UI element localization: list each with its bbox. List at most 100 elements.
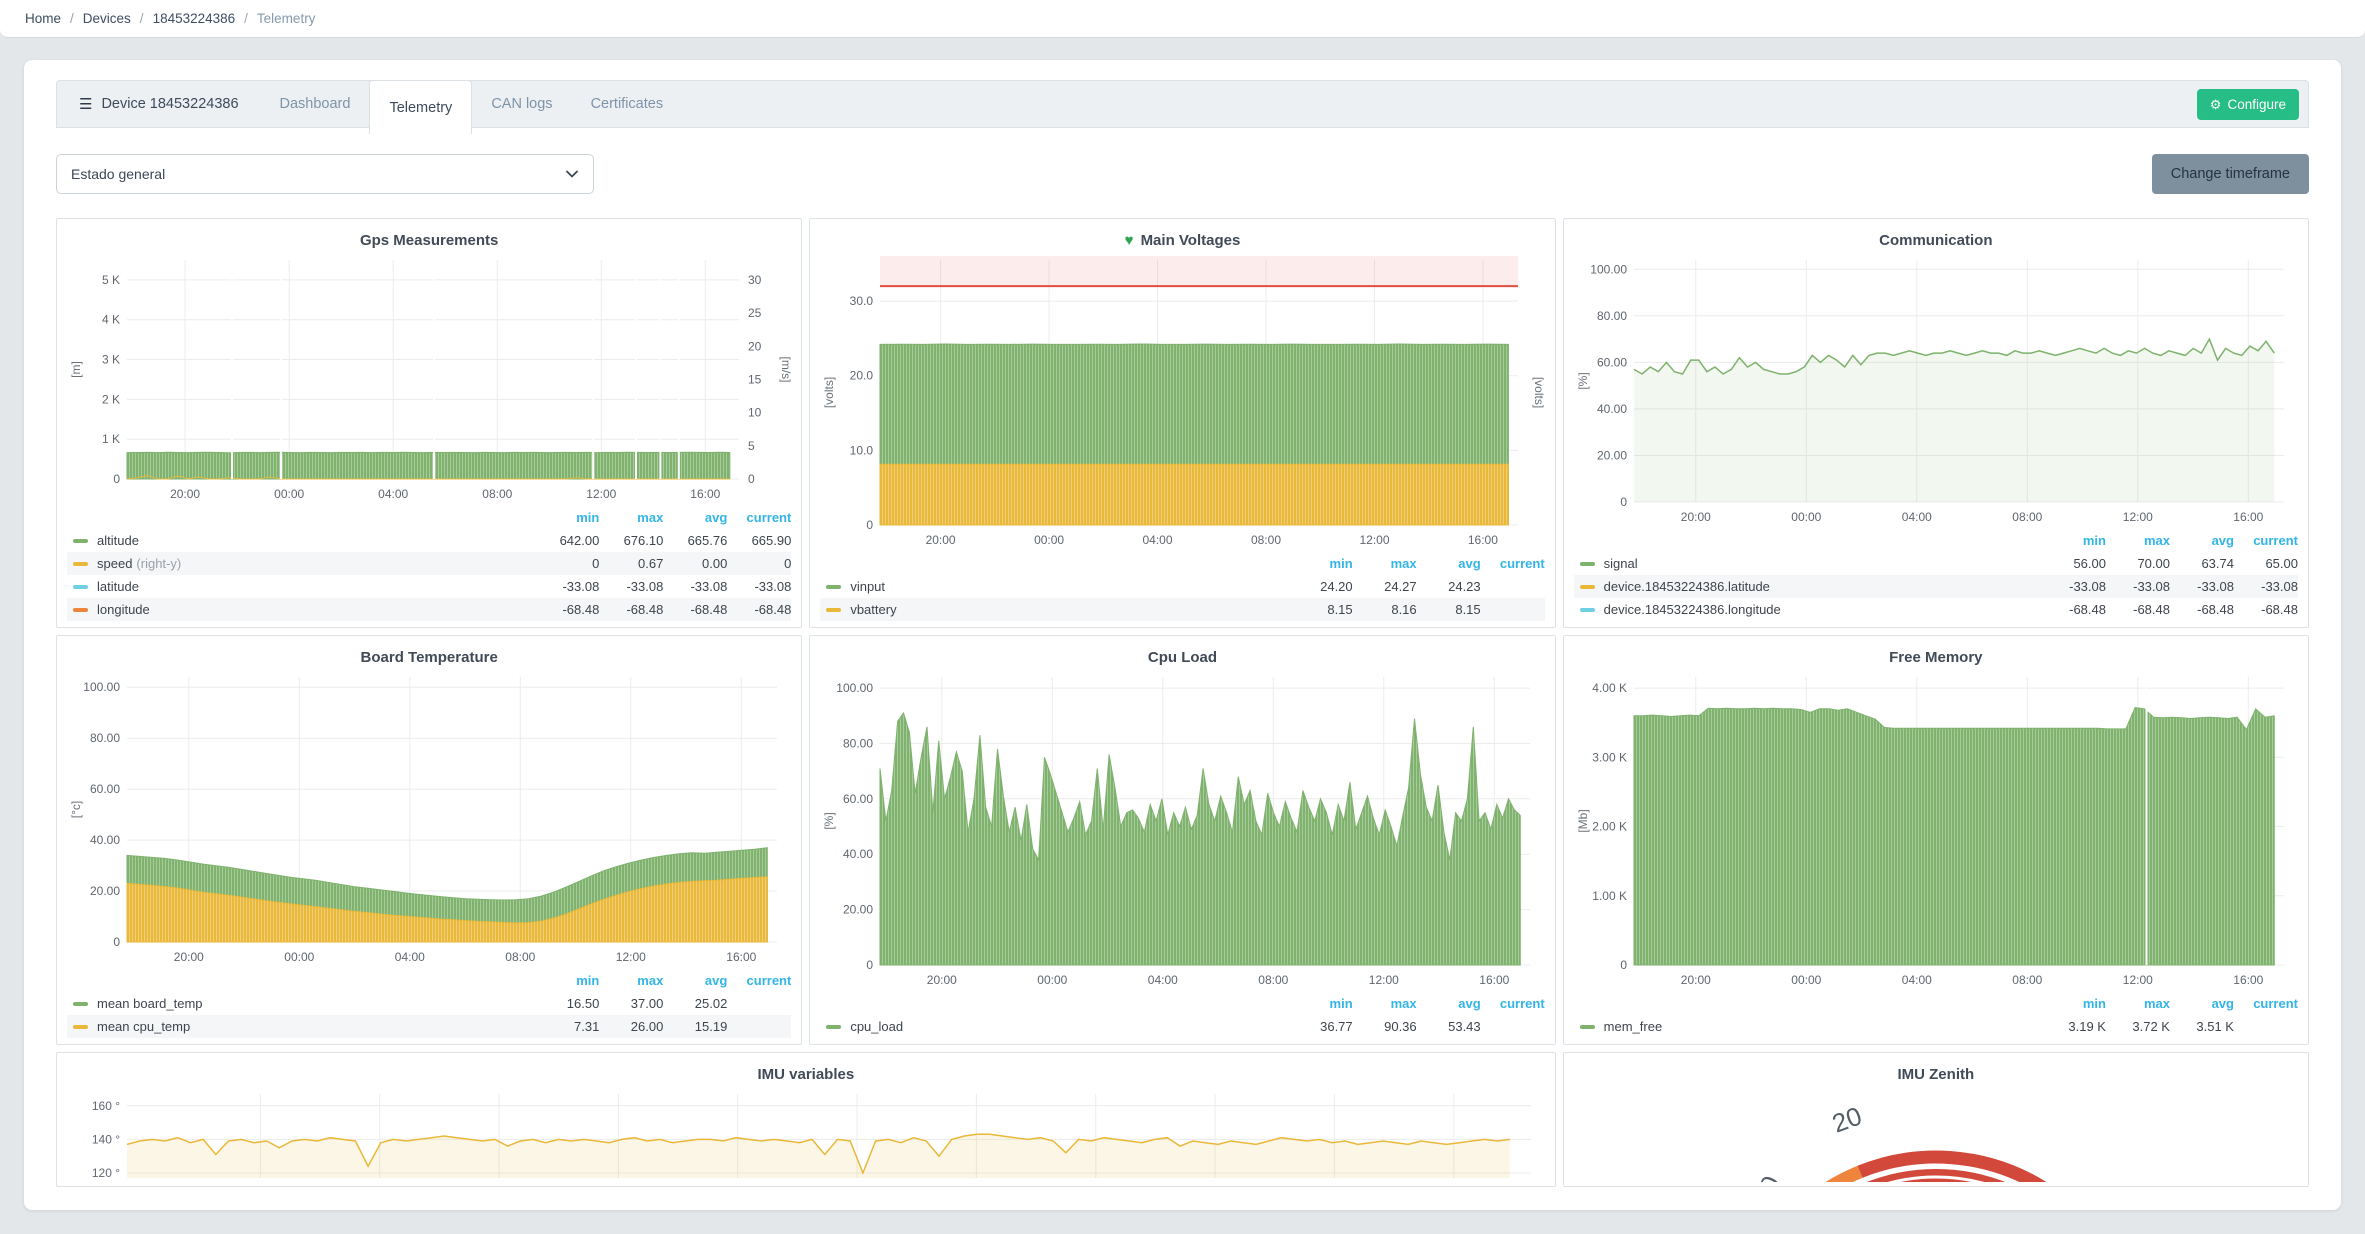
imu-variables-chart[interactable]: 120 ° 140 ° 160 °	[67, 1086, 1545, 1182]
voltages-chart[interactable]: 0 10.0 20.0 30.0 20:00 00:00 04:00 08:00 12:00 16…	[820, 252, 1544, 551]
svg-text:00:00: 00:00	[284, 950, 314, 964]
legend-row: longitude -68.48 -68.48 -68.48 -68.48	[67, 598, 792, 621]
board-temperature-legend: min max avg current mean board_temp 16.50 37.0…	[67, 970, 792, 1038]
breadcrumb-devices[interactable]: Devices	[82, 11, 131, 26]
legend-value	[727, 992, 791, 1015]
svg-text:20: 20	[1828, 1101, 1865, 1139]
svg-text:2.00 K: 2.00 K	[1592, 820, 1627, 834]
svg-text:20:00: 20:00	[1680, 510, 1710, 524]
legend-row: mean cpu_temp 7.31 26.00 15.19	[67, 1015, 792, 1038]
panel-title-text: IMU variables	[757, 1065, 855, 1083]
panel-title[interactable]: IMU Zenith	[1574, 1062, 2298, 1086]
breadcrumb-device-id[interactable]: 18453224386	[152, 11, 236, 26]
cpu-load-chart[interactable]: 0 20.00 40.00 60.00 80.00 100.00 20:00 00:00 04:…	[820, 669, 1544, 991]
svg-text:20:00: 20:00	[170, 487, 200, 501]
series-name[interactable]: longitude	[97, 602, 150, 617]
legend-value: -33.08	[2261, 579, 2298, 594]
gps-legend: min max avg current altitude 642.00 676.10 665.…	[67, 507, 792, 621]
series-name[interactable]: mean cpu_temp	[97, 1019, 191, 1034]
free-memory-legend: min max avg current mem_free 3.19 K 3.72 K 3.51…	[1574, 993, 2298, 1038]
change-timeframe-button[interactable]: Change timeframe	[2151, 154, 2309, 194]
chevron-down-icon	[566, 170, 578, 178]
configure-button[interactable]: ⚙ Configure	[2196, 88, 2299, 120]
series-color-icon	[73, 538, 88, 543]
series-color-icon	[73, 561, 88, 566]
svg-text:[m/s]: [m/s]	[779, 357, 791, 383]
legend-value: 53.43	[1448, 1019, 1481, 1034]
breadcrumb-home[interactable]: Home	[25, 11, 62, 26]
communication-legend: min max avg current signal 56.00 70.00 63.74 65.…	[1573, 530, 2298, 621]
svg-text:3.00 K: 3.00 K	[1592, 750, 1627, 764]
legend-row: vinput 24.20 24.27 24.23	[820, 575, 1544, 598]
panel-title[interactable]: Gps Measurements	[67, 228, 791, 252]
legend-header-max: max	[637, 510, 664, 525]
legend-header-avg: avg	[1458, 996, 1481, 1011]
gps-chart[interactable]: 0 1 K 2 K 3 K 4 K 5 K 20:00 00:00 04:00 08:00 12:0…	[67, 252, 791, 505]
series-name[interactable]: cpu_load	[850, 1019, 904, 1034]
svg-text:12:00: 12:00	[586, 487, 616, 501]
panel-title[interactable]: ♥ Main Voltages	[820, 228, 1544, 252]
svg-text:5: 5	[748, 439, 755, 453]
legend-value: -33.08	[2069, 579, 2106, 594]
tab-strip: ☰ Device 18453224386 Dashboard Telemetry…	[56, 80, 2309, 134]
tab-can-logs[interactable]: CAN logs	[491, 96, 553, 112]
series-name[interactable]: altitude	[97, 533, 139, 548]
svg-text:12:00: 12:00	[1360, 533, 1390, 547]
panel-title-text: Cpu Load	[1147, 648, 1218, 666]
series-name[interactable]: vbattery	[850, 602, 897, 617]
svg-text:04:00: 04:00	[1143, 533, 1173, 547]
legend-value: -33.08	[562, 579, 600, 594]
svg-text:16:00: 16:00	[726, 950, 756, 964]
legend-row: device.18453224386.latitude -33.08 -33.08 -…	[1573, 575, 2298, 598]
series-name[interactable]: device.18453224386.longitude	[1603, 602, 1781, 617]
board-temperature-chart[interactable]: 0 20.00 40.00 60.00 80.00 100.00 20:00 00:00 04:…	[67, 669, 791, 968]
svg-text:[volts]: [volts]	[822, 377, 836, 408]
svg-text:16:00: 16:00	[2233, 973, 2263, 987]
svg-text:0: 0	[1753, 1171, 1786, 1182]
free-memory-chart[interactable]: 0 1.00 K 2.00 K 3.00 K 4.00 K 20:00 00:00 04:00…	[1574, 669, 2298, 991]
svg-text:20:00: 20:00	[927, 973, 957, 987]
series-name[interactable]: mem_free	[1603, 1019, 1663, 1034]
breadcrumb: Home / Devices / 18453224386 / Telemetry	[0, 0, 2365, 38]
series-name[interactable]: speed	[97, 556, 133, 571]
svg-text:00:00: 00:00	[1791, 973, 1821, 987]
tab-dashboard[interactable]: Dashboard	[279, 96, 351, 112]
communication-chart[interactable]: 0 20.00 40.00 60.00 80.00 100.00 20:00 00:00 04:…	[1574, 252, 2298, 528]
legend-header-avg: avg	[2211, 996, 2234, 1011]
svg-text:08:00: 08:00	[1251, 533, 1281, 547]
legend-value: 26.00	[630, 1019, 664, 1034]
panel-board-temperature: Board Temperature 0 20.00 40.00 60.00 80.00 1…	[56, 635, 803, 1045]
imu-zenith-gauge[interactable]: 20 0	[1574, 1086, 2298, 1182]
series-name[interactable]: vinput	[850, 579, 886, 594]
panel-title[interactable]: Free Memory	[1574, 645, 2298, 669]
legend-header-current: current	[1499, 556, 1545, 571]
svg-text:08:00: 08:00	[2012, 973, 2042, 987]
legend-value: 8.15	[1455, 602, 1481, 617]
panel-title[interactable]: Communication	[1574, 228, 2298, 252]
svg-text:10.0: 10.0	[850, 443, 874, 457]
series-name[interactable]: mean board_temp	[97, 996, 203, 1011]
preset-select[interactable]: Estado general	[56, 154, 594, 194]
panel-title[interactable]: Cpu Load	[820, 645, 1544, 669]
legend-header-current: current	[746, 973, 792, 988]
tab-telemetry[interactable]: Telemetry	[369, 80, 473, 134]
series-name[interactable]: latitude	[97, 579, 139, 594]
svg-text:0: 0	[1620, 958, 1627, 972]
tab-certificates[interactable]: Certificates	[590, 96, 664, 112]
legend-value: 7.31	[574, 1019, 600, 1034]
panel-title[interactable]: Board Temperature	[67, 645, 791, 669]
series-name[interactable]: signal	[1603, 556, 1638, 571]
legend-value: 665.90	[751, 533, 792, 548]
legend-header-current: current	[746, 510, 792, 525]
svg-text:04:00: 04:00	[1901, 510, 1931, 524]
legend-row: device.18453224386.longitude -68.48 -68.48…	[1574, 598, 2298, 621]
legend-header-min: min	[1329, 556, 1353, 571]
legend-value	[1481, 598, 1545, 621]
legend-value: 3.19 K	[2068, 1019, 2106, 1034]
series-name[interactable]: device.18453224386.latitude	[1603, 579, 1770, 594]
legend-value: 24.27	[1384, 579, 1417, 594]
legend-value	[2234, 1015, 2298, 1038]
legend-value: -33.08	[754, 579, 792, 594]
panel-title[interactable]: IMU variables	[67, 1062, 1545, 1086]
